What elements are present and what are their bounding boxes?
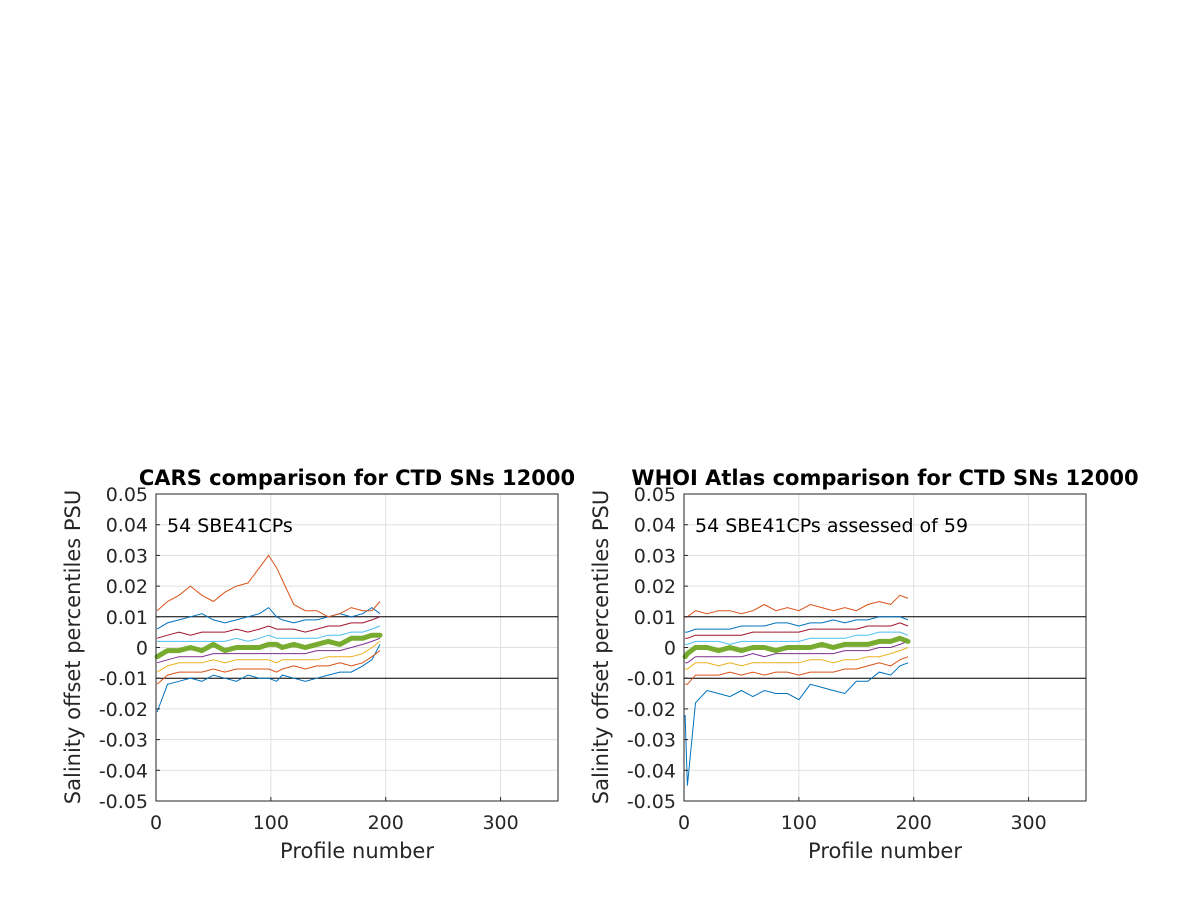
percentile-line-7 [156, 616, 381, 639]
x-tick-label: 0 [150, 812, 162, 834]
y-tick-label: 0.02 [106, 576, 148, 598]
series-group [682, 594, 911, 786]
x-axis-label: Profile number [280, 839, 434, 863]
y-tick-label: 0.02 [634, 576, 676, 598]
y-tick-label: 0.03 [106, 545, 148, 567]
y-tick-label: -0.01 [627, 668, 676, 690]
median-line [682, 635, 911, 660]
x-tick-label: 200 [368, 812, 404, 834]
percentile-line-2 [156, 650, 381, 685]
percentile-line-8 [685, 616, 909, 633]
percentile-line-4 [156, 637, 381, 664]
x-tick-label: 100 [781, 812, 817, 834]
y-axis-label: Salinity offset percentiles PSU [589, 490, 613, 804]
x-ticks: 0 100 200 300 [678, 797, 1047, 834]
y-tick-label: -0.04 [99, 760, 148, 782]
y-tick-label: 0.05 [634, 484, 676, 506]
y-tick-label: -0.03 [627, 730, 676, 752]
x-tick-label: 100 [253, 812, 289, 834]
y-tick-label: 0.04 [634, 515, 676, 537]
series-group [154, 554, 383, 713]
y-tick-label: 0 [664, 638, 676, 660]
percentile-line-1 [684, 662, 909, 786]
percentile-line-3 [685, 647, 909, 670]
percentile-line-6 [685, 631, 909, 645]
cars-panel: 0 100 200 300 -0.05 -0.04 -0.03 -0.02 -0.01 0 0.0… [61, 466, 575, 863]
y-ticks: -0.05 -0.04 -0.03 -0.02 -0.01 0 0.01 0.02 0.03 0.… [627, 484, 688, 813]
percentile-line-7 [685, 622, 909, 639]
x-tick-label: 0 [678, 812, 690, 834]
median-line [154, 632, 383, 660]
y-tick-label: 0 [136, 638, 148, 660]
y-tick-label: 0.03 [634, 545, 676, 567]
x-axis-label: Profile number [808, 839, 962, 863]
y-ticks: -0.05 -0.04 -0.03 -0.02 -0.01 0 0.01 0.02 0.03 0.… [99, 484, 160, 813]
percentile-line-9 [156, 554, 381, 618]
x-ticks: 0 100 200 300 [150, 797, 519, 834]
y-tick-label: -0.02 [627, 699, 676, 721]
chart-title: WHOI Atlas comparison for CTD SNs 12000 [631, 466, 1138, 490]
percentile-line-2 [685, 656, 909, 685]
x-tick-label: 300 [1010, 812, 1046, 834]
y-tick-label: -0.05 [627, 791, 676, 813]
y-tick-label: -0.05 [99, 791, 148, 813]
annotation-text: 54 SBE41CPs [167, 515, 293, 537]
y-tick-label: 0.01 [106, 607, 148, 629]
y-tick-label: 0.05 [106, 484, 148, 506]
chart-title: CARS comparison for CTD SNs 12000 [139, 466, 575, 490]
annotation-text: 54 SBE41CPs assessed of 59 [695, 515, 968, 537]
x-tick-label: 300 [482, 812, 518, 834]
y-tick-label: -0.02 [99, 699, 148, 721]
y-tick-label: 0.04 [106, 515, 148, 537]
y-tick-label: -0.04 [627, 760, 676, 782]
percentile-line-9 [685, 594, 909, 618]
y-axis-label: Salinity offset percentiles PSU [61, 490, 85, 804]
percentile-line-6 [157, 625, 381, 642]
percentile-line-1 [156, 644, 381, 713]
percentile-line-3 [156, 641, 381, 673]
whoi-panel: 0 100 200 300 -0.05 -0.04 -0.03 -0.02 -0.01 0 0.0… [589, 466, 1139, 863]
y-tick-label: -0.03 [99, 730, 148, 752]
x-tick-label: 200 [896, 812, 932, 834]
y-tick-label: -0.01 [99, 668, 148, 690]
y-tick-label: 0.01 [634, 607, 676, 629]
percentile-line-8 [156, 606, 381, 630]
percentile-line-4 [685, 640, 909, 664]
